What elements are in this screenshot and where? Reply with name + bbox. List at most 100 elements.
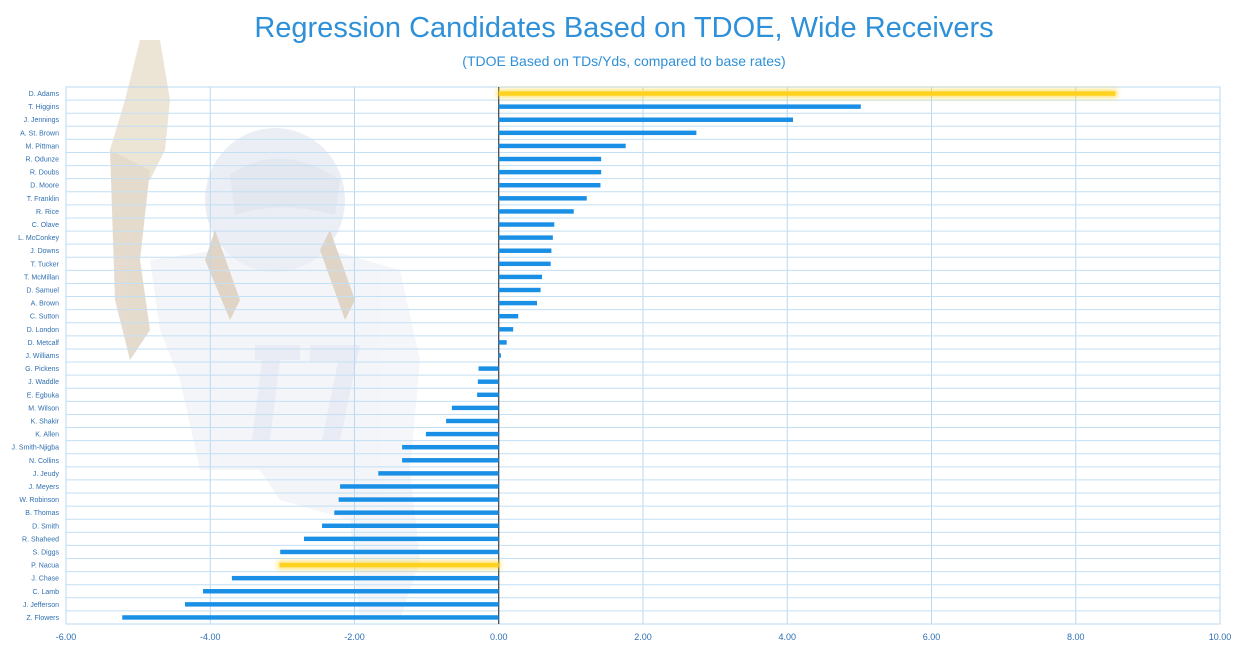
x-tick-label: 2.00	[634, 632, 652, 642]
bar-j-williams	[498, 353, 501, 358]
bar-d-smith	[322, 523, 499, 528]
bar-b-thomas	[334, 510, 499, 515]
category-label: S. Diggs	[33, 549, 60, 556]
category-label: T. Franklin	[27, 196, 59, 203]
category-label: M. Wilson	[28, 405, 59, 412]
bar-l-mcconkey	[498, 235, 553, 240]
x-tick-label: -4.00	[200, 632, 221, 642]
category-label: K. Shakir	[31, 418, 60, 425]
bar-d-metcalf	[498, 340, 507, 345]
x-tick-label: -6.00	[56, 632, 77, 642]
category-label: Z. Flowers	[26, 615, 59, 622]
bar-d-london	[498, 327, 514, 332]
x-tick-label: -2.00	[344, 632, 365, 642]
bar-r-rice	[498, 209, 574, 214]
category-label: W. Robinson	[19, 497, 59, 504]
x-tick-labels: -6.00 -4.00 -2.00 0.00 2.00 4.00 6.00 8.00 10.00	[56, 632, 1232, 642]
bar-g-pickens	[478, 366, 499, 371]
category-label: D. Moore	[30, 183, 59, 190]
x-tick-label: 6.00	[923, 632, 941, 642]
bar-r-doubs	[498, 169, 602, 175]
category-label: A. St. Brown	[20, 130, 59, 137]
bar-s-diggs	[280, 549, 499, 555]
bar-j-jennings	[498, 117, 794, 122]
category-label: E. Egbuka	[27, 392, 59, 399]
bar-w-robinson	[338, 497, 499, 502]
bar-c-lamb	[203, 589, 499, 594]
category-label: R. Shaheed	[22, 536, 59, 543]
bar-c-olave	[498, 222, 555, 227]
bar-d-samuel	[498, 287, 541, 293]
category-label: T. McMillan	[24, 274, 59, 281]
bar-j-downs	[498, 248, 552, 253]
category-label: R. Rice	[36, 209, 59, 216]
category-label: B. Thomas	[25, 510, 59, 517]
bar-p-nacua	[279, 562, 499, 568]
category-label: D. Smith	[32, 523, 59, 530]
category-label: P. Nacua	[31, 563, 59, 570]
bar-j-jefferson	[185, 602, 499, 607]
x-tick-label: 0.00	[490, 632, 508, 642]
bar-r-shaheed	[304, 536, 499, 542]
bar-c-sutton	[498, 313, 519, 319]
category-labels: D. Adams T. Higgins J. Jennings A. St. Brow…	[12, 91, 60, 622]
category-label: J. Meyers	[29, 484, 60, 491]
chart-subtitle: (TDOE Based on TDs/Yds, compared to base…	[462, 53, 786, 69]
category-label: N. Collins	[29, 458, 59, 465]
category-label: J. Williams	[26, 353, 60, 360]
category-label: J. Smith-Njigba	[12, 445, 60, 452]
category-label: J. Chase	[31, 576, 59, 583]
bar-z-flowers	[122, 615, 499, 620]
bar-e-egbuka	[477, 392, 499, 398]
x-tick-label: 8.00	[1067, 632, 1085, 642]
bar-a-st-brown	[498, 130, 697, 136]
x-tick-label: 10.00	[1209, 632, 1232, 642]
category-label: J. Jefferson	[23, 602, 59, 609]
bar-d-adams	[498, 91, 1116, 96]
bar-k-allen	[425, 431, 499, 437]
category-label: T. Higgins	[28, 104, 59, 111]
category-label: D. Metcalf	[27, 340, 59, 347]
category-label: D. Samuel	[26, 288, 59, 295]
bar-t-mcmillan	[498, 274, 543, 280]
category-label: J. Jennings	[24, 117, 60, 124]
bar-j-smith-njigba	[402, 444, 499, 450]
category-label: J. Waddle	[28, 379, 59, 386]
bar-j-meyers	[340, 484, 499, 489]
x-tick-label: 4.00	[778, 632, 796, 642]
category-label: D. London	[27, 327, 59, 334]
bar-t-tucker	[498, 261, 551, 267]
bar-j-waddle	[477, 379, 499, 384]
plot-border	[65, 86, 1221, 625]
bar-r-odunze	[498, 156, 602, 162]
chart-title: Regression Candidates Based on TDOE, Wid…	[254, 12, 994, 44]
grid-lines	[65, 86, 1221, 625]
bar-m-pittman	[498, 143, 626, 149]
bar-j-jeudy	[378, 471, 499, 476]
category-label: T. Tucker	[31, 261, 60, 268]
category-label: A. Brown	[31, 301, 60, 308]
category-label: M. Pittman	[26, 143, 60, 150]
category-label: C. Lamb	[33, 589, 60, 596]
bar-n-collins	[402, 458, 499, 463]
bar-d-moore	[498, 183, 601, 188]
background-photo-silhouette	[110, 40, 420, 620]
category-label: C. Olave	[32, 222, 59, 229]
bar-m-wilson	[451, 405, 499, 411]
category-label: C. Sutton	[30, 314, 59, 321]
bar-k-shakir	[446, 418, 499, 424]
category-label: R. Doubs	[30, 170, 60, 177]
category-label: J. Downs	[30, 248, 59, 255]
bar-t-higgins	[498, 104, 861, 109]
category-label: D. Adams	[29, 91, 60, 98]
category-label: L. McConkey	[18, 235, 59, 242]
bar-j-chase	[231, 575, 499, 581]
category-label: J. Jeudy	[33, 471, 60, 478]
bar-a-brown	[498, 300, 537, 306]
category-label: G. Pickens	[25, 366, 59, 373]
category-label: K. Allen	[35, 432, 59, 439]
category-label: R. Odunze	[26, 157, 60, 164]
bar-t-franklin	[498, 196, 587, 201]
bars	[122, 91, 1116, 620]
